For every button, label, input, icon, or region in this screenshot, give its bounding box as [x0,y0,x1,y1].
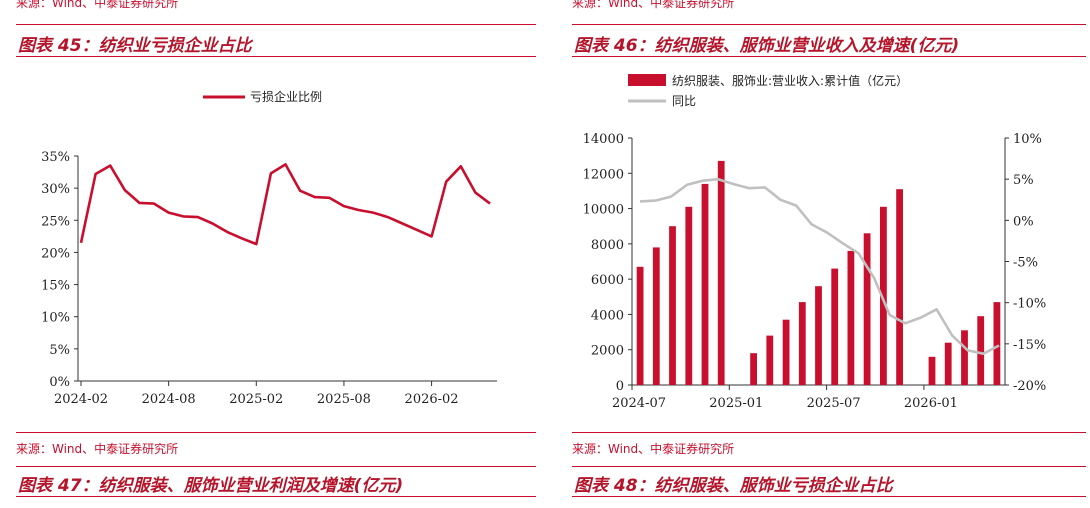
y-right-tick-label: -20% [1013,379,1046,394]
bar-revenue [701,183,709,385]
left-source-bottom: 来源：Wind、中泰证券研究所 [16,442,179,456]
bar-revenue [896,189,903,385]
bar-revenue [977,316,985,385]
right-panel: 来源：Wind、中泰证券研究所 图表 46：纺织服装、服饰业营业收入及增速(亿元… [556,0,1090,508]
y-tick-label: 10% [41,311,70,326]
y-left-tick-label: 2000 [591,344,624,359]
y-tick-label: 0% [49,375,70,390]
right-next-figure-title: 图表 48：纺织服装、服饰业亏损企业占比 [574,476,893,496]
left-title-rule [16,56,536,57]
left-top-rule [16,24,536,25]
y-tick-label: 25% [41,214,70,229]
bar-revenue [636,266,644,385]
right-next-title-underline [572,496,1086,497]
bar-revenue [944,342,952,385]
series-line-loss-ratio [79,163,491,246]
bar-revenue [831,268,839,385]
bar-revenue [717,160,725,385]
y-tick-label: 5% [49,343,70,358]
y-left-tick-label: 8000 [591,238,624,253]
y-left-tick-label: 10000 [583,203,624,218]
x-tick-label: 2025-08 [317,392,371,407]
right-figure-title: 图表 46：纺织服装、服饰业营业收入及增速(亿元) [574,36,960,56]
x-tick-label: 2024-02 [54,392,108,407]
bar-revenue [798,302,806,385]
right-source-top: 来源：Wind、中泰证券研究所 [572,0,735,10]
left-next-title-underline [16,496,536,497]
bar-revenue [766,335,774,385]
series-line-yoy [639,177,1000,356]
left-next-title-rule [16,466,536,467]
bar-revenue [880,206,887,385]
legend-label-loss-ratio: 亏损企业比例 [250,89,322,104]
x-tick-label: 2026-01 [904,396,958,411]
left-figure-title: 图表 45：纺织业亏损企业占比 [18,36,252,56]
y-left-tick-label: 0 [616,379,624,394]
x-tick-label: 2025-01 [709,396,763,411]
x-tick-label: 2025-02 [229,392,283,407]
y-tick-label: 15% [41,279,70,294]
bar-revenue [782,319,790,385]
y-right-tick-label: -15% [1013,338,1046,353]
revenue-bar-line-chart: 纺织服装、服饰业:营业收入:累计值（亿元） 同比 0 2000 4000 6000 8000… [583,73,1047,411]
legend-label-yoy: 同比 [672,94,696,108]
bar-revenue [815,286,822,385]
y-left-tick-label: 12000 [583,167,624,182]
right-next-title-rule [572,466,1086,467]
x-tick-label: 2024-07 [612,396,666,411]
y-right-tick-label: -10% [1013,297,1046,312]
y-left-tick-label: 14000 [583,132,624,147]
bar-revenue [928,356,936,385]
bar-revenue [993,302,1001,385]
left-panel: 来源：Wind、中泰证券研究所 图表 45：纺织业亏损企业占比 亏损企业比例 0%… [0,0,540,508]
y-right-tick-label: 10% [1013,132,1042,147]
x-tick-label: 2025-07 [807,396,861,411]
left-source-top: 来源：Wind、中泰证券研究所 [16,0,179,10]
right-source-bottom: 来源：Wind、中泰证券研究所 [572,442,735,456]
left-next-figure-title: 图表 47：纺织服装、服饰业营业利润及增速(亿元) [18,476,404,496]
y-tick-label: 35% [41,150,70,165]
bar-revenue [750,353,757,385]
legend-label-revenue: 纺织服装、服饰业:营业收入:累计值（亿元） [672,73,908,88]
right-title-rule [572,56,1086,57]
right-top-rule [572,24,1086,25]
loss-ratio-line-chart: 亏损企业比例 0% 5% 10% 15% 20% 25% 30% 35% 2024-02 2024-… [41,89,497,407]
bar-revenue [847,250,855,385]
legend-swatch-revenue [628,74,666,86]
bar-revenue [669,226,676,385]
x-tick-label: 2026-02 [405,392,459,407]
x-tick-label: 2024-08 [142,392,196,407]
bar-revenue [863,233,871,385]
y-right-tick-label: 0% [1013,214,1034,229]
y-tick-label: 30% [41,182,70,197]
right-bottom-rule [572,432,1086,433]
y-left-tick-label: 4000 [591,308,624,323]
y-tick-label: 20% [41,246,70,261]
bar-revenue [652,247,660,385]
y-right-tick-label: -5% [1013,256,1038,271]
y-right-tick-label: 5% [1013,173,1034,188]
bar-revenue [961,330,968,385]
left-bottom-rule [16,432,536,433]
bar-revenue [685,206,693,385]
y-left-tick-label: 6000 [591,273,624,288]
